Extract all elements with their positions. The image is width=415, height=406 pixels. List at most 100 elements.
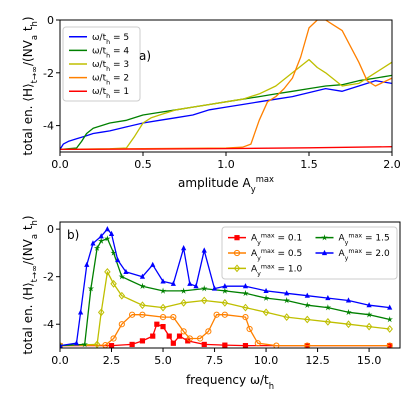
series-line-p0-3 xyxy=(60,20,392,151)
series-line-p1-0 xyxy=(60,323,390,347)
panel-label-p0: a) xyxy=(139,49,151,63)
marker-p1-s3-2 xyxy=(87,285,95,292)
marker-p1-s2-3 xyxy=(104,268,111,276)
marker-p1-s2-7 xyxy=(159,303,167,312)
marker-p1-s2-16 xyxy=(345,320,352,329)
marker-p1-s3-11 xyxy=(201,285,208,292)
marker-p1-s2-13 xyxy=(283,313,290,321)
marker-p1-s2-legend xyxy=(233,264,241,273)
x-tick-label-p0-2: 1.0 xyxy=(217,158,235,171)
marker-p1-s1-12 xyxy=(213,311,220,318)
marker-p1-s1-2 xyxy=(110,335,117,342)
legend-label-p1-1: Aymax = 0.5 xyxy=(251,248,302,262)
legend-box-p1 xyxy=(221,226,398,280)
marker-p1-s3-7 xyxy=(118,273,126,280)
x-tick-label-p0-1: 0.5 xyxy=(134,158,152,171)
panel-0-plot-area xyxy=(60,20,392,151)
marker-p1-s4-legend xyxy=(321,249,328,256)
marker-p1-s2-10 xyxy=(221,298,229,307)
marker-p1-s1-9 xyxy=(186,335,193,342)
marker-p1-s3-20 xyxy=(386,316,393,323)
x-tick-label-p0-0: 0.0 xyxy=(51,158,69,171)
panel-1: 0.0 2.5 5.0 7.5 10.0 12.5 15.0 -4 -2 0 frequency ω… xyxy=(21,215,401,391)
series-line-p1-4 xyxy=(60,228,390,347)
legend-label-p0-2: ω/th = 3 xyxy=(92,60,129,73)
marker-p1-s4-27 xyxy=(387,304,393,310)
marker-p1-s2-0 xyxy=(60,341,64,348)
marker-p1-s3-12 xyxy=(221,287,229,294)
marker-p1-s4-6 xyxy=(104,226,110,232)
marker-p1-s1-14 xyxy=(242,313,249,321)
marker-p1-s2-4 xyxy=(110,279,117,288)
legend-label-p0-0: ω/th = 5 xyxy=(92,33,129,46)
panel-label-p1: b) xyxy=(67,228,79,242)
y-tick-label-p1-1: -2 xyxy=(43,271,54,284)
marker-p1-s4-1 xyxy=(73,340,80,346)
y-axis-label-p0: total en. ⟨H⟩t→∞/(NVa th) xyxy=(21,16,39,155)
marker-p1-s0-12 xyxy=(222,342,228,348)
marker-p1-s4-10 xyxy=(139,273,146,279)
marker-p1-s4-7 xyxy=(108,230,115,236)
legend-p0: ω/th = 5ω/th = 4ω/th = 3ω/th = 2ω/th = 1 xyxy=(62,26,141,102)
marker-p1-s4-17 xyxy=(201,247,207,253)
marker-p1-s4-19 xyxy=(222,283,228,289)
marker-p1-s3-15 xyxy=(283,297,290,304)
marker-p1-s3-13 xyxy=(242,289,249,297)
y-tick-label-p0-1: -2 xyxy=(43,67,54,80)
marker-p1-s3-18 xyxy=(345,308,352,316)
marker-p1-s3-17 xyxy=(324,304,332,311)
panel-1-plot-area xyxy=(60,226,393,348)
x-axis-label-p0: amplitude Aymax xyxy=(178,174,274,194)
marker-p1-s3-9 xyxy=(159,287,167,294)
marker-p1-s0-legend xyxy=(234,235,240,241)
series-line-p0-2 xyxy=(60,58,392,151)
legend-label-p0-3: ω/th = 2 xyxy=(92,74,129,87)
x-tick-label-p1-6: 15.0 xyxy=(357,354,382,367)
marker-p1-s3-19 xyxy=(365,311,373,318)
marker-p1-s1-7 xyxy=(170,313,177,321)
marker-p1-s2-14 xyxy=(304,315,311,324)
marker-p1-s4-4 xyxy=(90,240,96,246)
marker-p1-s1-18 xyxy=(304,342,311,348)
marker-p1-s0-8 xyxy=(170,340,176,346)
marker-p1-s1-10 xyxy=(197,335,204,342)
marker-p1-s2-6 xyxy=(139,301,146,310)
panel-0: 0.0 0.5 1.0 1.5 2.0 -4 -2 0 amplitude Aymax total… xyxy=(21,14,401,194)
marker-p1-s4-16 xyxy=(193,283,199,289)
marker-p1-s0-9 xyxy=(176,333,183,339)
marker-p1-s1-legend xyxy=(233,249,241,257)
marker-p1-s4-8 xyxy=(115,256,121,263)
marker-p1-s1-15 xyxy=(246,325,253,333)
marker-p1-s1-19 xyxy=(386,342,393,348)
marker-p1-s4-11 xyxy=(150,261,156,267)
marker-p1-s2-18 xyxy=(386,325,393,333)
y-tick-label-p1-2: 0 xyxy=(47,223,54,236)
marker-p1-s2-8 xyxy=(180,298,187,307)
marker-p1-s4-25 xyxy=(345,297,352,303)
marker-p1-s2-9 xyxy=(200,296,208,305)
marker-p1-s1-11 xyxy=(205,328,212,335)
legend-label-p1-2: Aymax = 1.0 xyxy=(251,263,302,277)
marker-p1-s2-2 xyxy=(97,308,105,317)
marker-p1-s3-legend xyxy=(321,234,328,241)
x-tick-label-p0-3: 1.5 xyxy=(300,158,318,171)
x-tick-label-p1-5: 12.5 xyxy=(305,354,330,367)
marker-p1-s1-16 xyxy=(254,340,261,347)
legend-label-p1-3: Aymax = 1.5 xyxy=(339,232,390,246)
marker-p1-s4-26 xyxy=(366,302,372,308)
marker-p1-s3-10 xyxy=(180,287,187,294)
marker-p1-s1-8 xyxy=(180,328,187,335)
x-axis-label-p1: frequency ω/th xyxy=(186,373,274,391)
marker-p1-s2-5 xyxy=(118,291,126,300)
marker-p1-s1-17 xyxy=(273,342,280,348)
marker-p1-s2-17 xyxy=(365,322,373,331)
legend-label-p1-0: Aymax = 0.1 xyxy=(251,232,302,246)
marker-p1-s3-4 xyxy=(97,237,105,244)
marker-p1-s1-13 xyxy=(221,311,228,318)
x-tick-label-p1-0: 0.0 xyxy=(51,354,69,367)
marker-p1-s4-14 xyxy=(181,245,187,251)
marker-p1-s1-5 xyxy=(139,311,146,318)
marker-p1-s4-12 xyxy=(160,278,166,284)
marker-p1-s0-3 xyxy=(139,338,146,344)
